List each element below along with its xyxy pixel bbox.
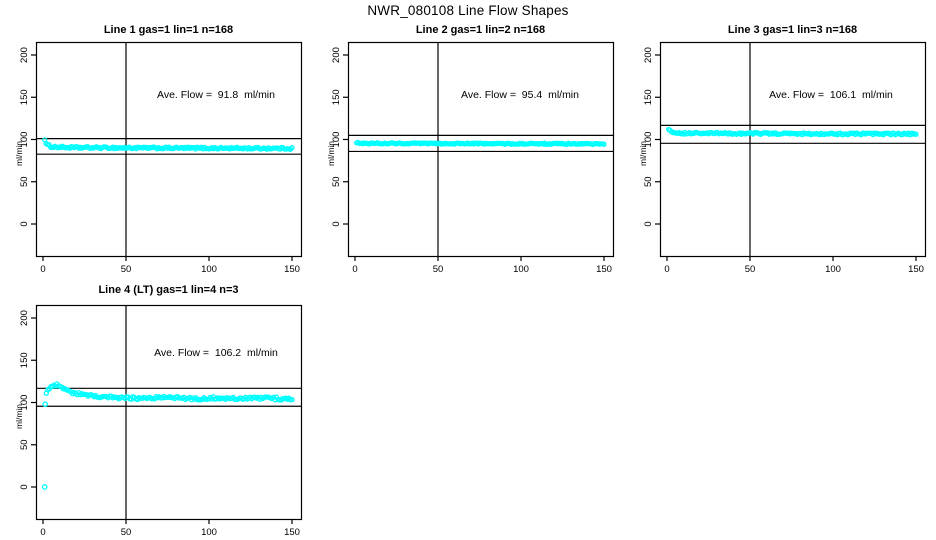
y-tick-label: 100	[19, 395, 30, 411]
plot-box	[35, 41, 303, 258]
data-point	[913, 131, 919, 137]
y-tick-label: 200	[19, 47, 30, 63]
x-tick-label: 100	[513, 264, 529, 275]
x-axis: 0 50 100 150	[40, 256, 300, 275]
outlier-point	[41, 484, 48, 490]
data-points	[41, 381, 295, 490]
data-point	[601, 141, 607, 147]
y-axis-label: ml/min	[326, 140, 336, 166]
y-axis-label: ml/min	[14, 403, 24, 429]
plot-box	[35, 304, 303, 521]
y-tick-label: 150	[643, 89, 654, 105]
y-axis: 0 50 100 150 200	[643, 47, 660, 227]
panel-2: 0 50 100 150 0 50 100 150 200	[331, 41, 615, 275]
reference-lines	[348, 42, 613, 256]
x-tick-label: 150	[284, 527, 300, 538]
y-tick-label: 100	[643, 132, 654, 148]
x-tick-label: 150	[284, 264, 300, 275]
panel-1: 0 50 100 150 0 50 100 150 200	[19, 41, 303, 275]
ave-flow-annotation: Ave. Flow = 91.8 ml/min	[157, 89, 275, 101]
data-points	[42, 137, 295, 152]
figure-title: NWR_080108 Line Flow Shapes	[367, 3, 569, 18]
panel-4-title: Line 4 (LT) gas=1 lin=4 n=3	[98, 284, 239, 296]
outlier-point	[42, 401, 49, 408]
panel-3-title: Line 3 gas=1 lin=3 n=168	[727, 24, 858, 36]
ave-flow-annotation: Ave. Flow = 106.1 ml/min	[769, 89, 893, 101]
panel-4: 0 50 100 150 0 50 100 150 200	[19, 304, 303, 538]
y-axis: 0 50 100 150 200	[19, 310, 36, 490]
y-tick-label: 150	[331, 89, 342, 105]
y-tick-label: 50	[331, 176, 342, 187]
x-tick-label: 100	[201, 527, 217, 538]
x-tick-label: 150	[596, 264, 612, 275]
y-tick-label: 200	[19, 310, 30, 326]
x-tick-label: 100	[201, 264, 217, 275]
x-tick-label: 50	[121, 527, 132, 538]
y-tick-label: 0	[643, 221, 654, 226]
x-tick-label: 50	[745, 264, 756, 275]
y-axis-label: ml/min	[14, 140, 24, 166]
x-tick-label: 50	[121, 264, 132, 275]
y-tick-label: 150	[19, 352, 30, 368]
data-points	[354, 139, 607, 147]
x-axis: 0 50 100 150	[40, 519, 300, 538]
ave-flow-annotation: Ave. Flow = 95.4 ml/min	[461, 89, 579, 101]
y-axis: 0 50 100 150 200	[19, 47, 36, 227]
y-tick-label: 50	[643, 176, 654, 187]
x-tick-label: 50	[433, 264, 444, 275]
y-tick-label: 0	[19, 484, 30, 489]
y-tick-label: 200	[643, 47, 654, 63]
x-tick-label: 0	[352, 264, 357, 275]
y-tick-label: 200	[331, 47, 342, 63]
y-tick-label: 50	[19, 176, 30, 187]
y-axis: 0 50 100 150 200	[331, 47, 348, 227]
panel-1-title: Line 1 gas=1 lin=1 n=168	[103, 24, 234, 36]
y-tick-label: 100	[331, 132, 342, 148]
y-axis-label: ml/min	[638, 140, 648, 166]
ave-flow-annotation: Ave. Flow = 106.2 ml/min	[154, 347, 278, 359]
y-tick-label: 150	[19, 89, 30, 105]
panel-3: 0 50 100 150 0 50 100 150 200	[643, 41, 927, 275]
data-point	[289, 396, 295, 403]
y-tick-label: 0	[19, 221, 30, 226]
x-axis: 0 50 100 150	[664, 256, 924, 275]
y-tick-label: 0	[331, 221, 342, 226]
reference-lines	[660, 42, 925, 256]
data-points	[666, 126, 919, 138]
plot-box	[659, 41, 927, 258]
x-tick-label: 100	[825, 264, 841, 275]
x-tick-label: 0	[40, 264, 45, 275]
reference-lines	[36, 305, 301, 519]
x-tick-label: 150	[908, 264, 924, 275]
x-axis: 0 50 100 150	[352, 256, 612, 275]
y-tick-label: 100	[19, 132, 30, 148]
y-tick-label: 50	[19, 439, 30, 450]
data-point	[289, 145, 295, 151]
x-tick-label: 0	[40, 527, 45, 538]
plot-box	[347, 41, 615, 258]
panel-2-title: Line 2 gas=1 lin=2 n=168	[415, 24, 546, 36]
x-tick-label: 0	[664, 264, 669, 275]
